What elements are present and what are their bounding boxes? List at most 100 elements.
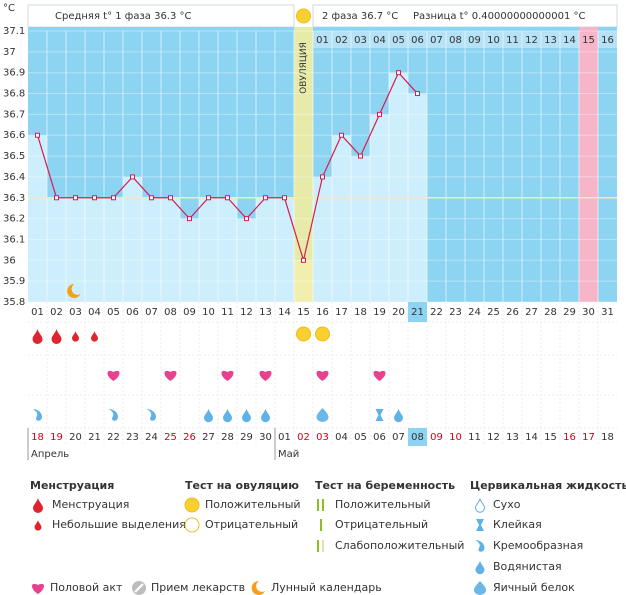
temperature-point (130, 174, 135, 180)
ovulation-test-mark (315, 326, 330, 342)
cervical-mark (375, 409, 384, 421)
phase2-day-label: 01 (316, 35, 329, 46)
phase2-day-label: 16 (601, 35, 614, 46)
phase2-day-label: 08 (449, 35, 462, 46)
ovulation-band (294, 27, 313, 302)
temperature-point (73, 195, 78, 201)
legend-label: Яичный белок (493, 581, 575, 594)
cycle-day-label: 29 (563, 307, 576, 318)
cervical-mark (316, 408, 329, 422)
ovulation-test-mark (296, 326, 311, 342)
lunar-mark (67, 283, 81, 298)
date-label: 19 (50, 432, 63, 443)
temperature-point (320, 174, 325, 180)
date-label: 14 (525, 432, 538, 443)
sex-mark (107, 370, 120, 381)
legend-icon (474, 581, 486, 595)
temperature-bar (199, 197, 218, 302)
date-label: 06 (373, 432, 386, 443)
date-label: 15 (544, 432, 557, 443)
legend-icon (134, 583, 144, 593)
y-tick-label: 36 (3, 255, 16, 266)
y-tick-label: 35.8 (3, 297, 25, 308)
legend-label: Лунный календарь (271, 581, 382, 594)
y-tick-label: 36.5 (3, 151, 25, 162)
temperature-bar (351, 156, 370, 302)
date-label: 20 (69, 432, 82, 443)
sex-mark (373, 370, 386, 381)
legend-label: Клейкая (493, 518, 542, 531)
phase2-day-label: 13 (544, 35, 557, 46)
temperature-point (168, 195, 173, 201)
cycle-day-label: 19 (373, 307, 386, 318)
cycle-day-label: 22 (430, 307, 443, 318)
phase2-day-label: 03 (354, 35, 367, 46)
temperature-point (149, 195, 154, 201)
phase2-day-label: 12 (525, 35, 538, 46)
cycle-day-label: 27 (525, 307, 538, 318)
y-tick-label: 35.9 (3, 276, 25, 287)
month-label: Апрель (31, 449, 69, 460)
y-tick-label: 36.4 (3, 172, 25, 183)
temperature-point (415, 91, 420, 97)
menstruation-mark (91, 331, 98, 342)
legend-icon (34, 520, 42, 531)
date-label: 09 (430, 432, 443, 443)
legend-label: Слабоположительный (335, 539, 464, 552)
date-label: 24 (145, 432, 158, 443)
menstruation-mark (51, 329, 62, 344)
temperature-bar (313, 176, 332, 302)
phase2-day-label: 09 (468, 35, 481, 46)
legend-title: Тест на овуляцию (185, 479, 299, 492)
cycle-day-label: 01 (31, 307, 44, 318)
cycle-day-label: 30 (582, 307, 595, 318)
cycle-day-label: 04 (88, 307, 101, 318)
date-label: 29 (240, 432, 253, 443)
temperature-bar (218, 197, 237, 302)
cycle-day-label: 28 (544, 307, 557, 318)
temperature-point (244, 216, 249, 222)
temperature-bar (256, 197, 275, 302)
date-label: 17 (582, 432, 595, 443)
temperature-point (396, 70, 401, 76)
phase2-day-label: 04 (373, 35, 386, 46)
cycle-day-label: 16 (316, 307, 329, 318)
cervical-mark (108, 409, 119, 421)
temperature-point (358, 153, 363, 159)
legend-title: Цервикальная жидкость (470, 479, 626, 492)
temperature-bar (161, 197, 180, 302)
cycle-day-label: 25 (487, 307, 500, 318)
temperature-bar (66, 197, 85, 302)
temperature-bar (123, 176, 142, 302)
date-label: 25 (164, 432, 177, 443)
cycle-day-label: 15 (297, 307, 310, 318)
cycle-day-label: 10 (202, 307, 215, 318)
legend-icon (184, 497, 200, 513)
temperature-bar (275, 197, 294, 302)
date-label: 18 (31, 432, 44, 443)
cervical-mark (32, 409, 43, 421)
temperature-point (377, 111, 382, 117)
date-label: 16 (563, 432, 576, 443)
y-tick-label: 37.1 (3, 26, 25, 37)
cycle-day-label: 20 (392, 307, 405, 318)
temperature-bar (370, 114, 389, 302)
cervical-mark (204, 408, 213, 423)
date-label: 26 (183, 432, 196, 443)
legend-label: Небольшие выделения (52, 518, 186, 531)
cycle-day-label: 06 (126, 307, 139, 318)
legend-label: Отрицательный (335, 518, 428, 531)
y-tick-label: 36.1 (3, 234, 25, 245)
phase2-day-label: 10 (487, 35, 500, 46)
date-label: 11 (468, 432, 481, 443)
legend-label: Сухо (493, 498, 521, 511)
legend-icon (251, 580, 265, 595)
cycle-day-label: 26 (506, 307, 519, 318)
cervical-mark (261, 408, 270, 423)
legend-icon (322, 540, 324, 552)
temperature-bar (104, 197, 123, 302)
ovulation-label: ОВУЛЯЦИЯ (299, 42, 309, 94)
phase2-day-label: 14 (563, 35, 576, 46)
date-label: 10 (449, 432, 462, 443)
